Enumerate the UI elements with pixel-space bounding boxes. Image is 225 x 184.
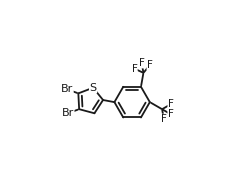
Text: F: F: [160, 114, 166, 124]
Text: F: F: [138, 58, 144, 68]
Text: F: F: [131, 64, 137, 74]
Text: F: F: [146, 60, 152, 70]
Text: Br: Br: [61, 84, 73, 94]
Text: S: S: [89, 83, 96, 93]
Text: F: F: [167, 109, 173, 119]
Text: Br: Br: [61, 108, 74, 118]
Text: F: F: [167, 99, 173, 109]
